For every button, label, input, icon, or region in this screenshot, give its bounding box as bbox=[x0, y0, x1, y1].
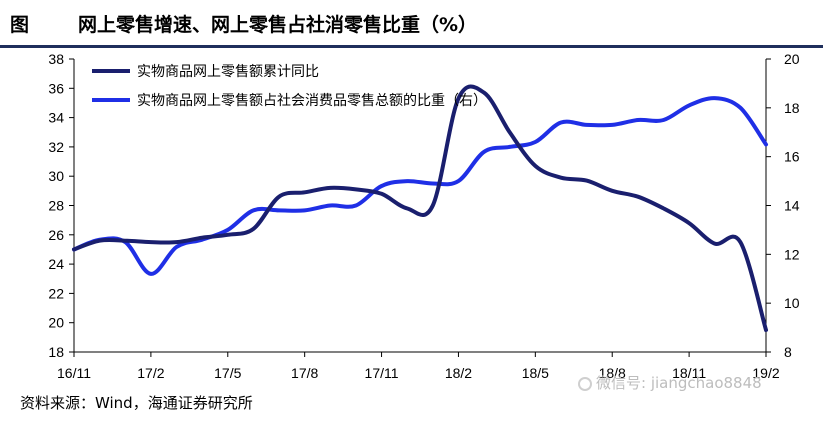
legend-label-2: 实物商品网上零售额占社会消费品零售总额的比重（右） bbox=[137, 93, 487, 109]
growth-series-line bbox=[72, 84, 768, 332]
left-tick-label: 18 bbox=[48, 344, 64, 360]
x-tick-label: 18/5 bbox=[522, 365, 549, 378]
right-tick-label: 18 bbox=[784, 100, 800, 116]
x-tick-label: 16/11 bbox=[57, 365, 91, 378]
x-tick-label: 18/8 bbox=[599, 365, 626, 378]
title-bar: 图 网上零售增速、网上零售占社消零售比重（%） bbox=[0, 0, 823, 48]
share-series-line bbox=[72, 96, 768, 276]
x-tick-label: 17/11 bbox=[365, 365, 399, 378]
watermark: 微信号: jiangchao8848 bbox=[578, 372, 762, 393]
left-tick-label: 30 bbox=[48, 168, 64, 184]
line-chart: 18 20 22 24 26 28 30 32 34 36 38 8 10 12 14 16 18 20 16/11… bbox=[48, 51, 800, 378]
left-tick-label: 20 bbox=[48, 315, 64, 331]
left-tick-label: 24 bbox=[48, 256, 64, 272]
left-tick-label: 36 bbox=[48, 80, 64, 96]
right-tick-label: 20 bbox=[784, 51, 800, 67]
figure-label: 图 bbox=[10, 14, 30, 36]
wechat-icon bbox=[578, 376, 592, 391]
x-tick-label: 18/11 bbox=[672, 365, 706, 378]
chart-title: 网上零售增速、网上零售占社消零售比重（%） bbox=[78, 14, 478, 36]
left-tick-label: 32 bbox=[48, 139, 64, 155]
left-tick-label: 28 bbox=[48, 198, 64, 214]
right-tick-label: 14 bbox=[784, 198, 800, 214]
right-tick-label: 12 bbox=[784, 246, 800, 262]
left-tick-label: 38 bbox=[48, 51, 64, 67]
right-tick-label: 16 bbox=[784, 149, 800, 165]
x-tick-label: 17/8 bbox=[291, 365, 318, 378]
watermark-text: 微信号: jiangchao8848 bbox=[596, 374, 762, 392]
x-tick-label: 17/2 bbox=[137, 365, 164, 378]
left-tick-label: 22 bbox=[48, 285, 64, 301]
right-tick-label: 10 bbox=[784, 295, 800, 311]
x-tick-label: 18/2 bbox=[445, 365, 472, 378]
source-note: 资料来源：Wind，海通证券研究所 bbox=[20, 394, 253, 412]
left-tick-label: 26 bbox=[48, 227, 64, 243]
x-tick-label: 17/5 bbox=[214, 365, 241, 378]
x-tick-label: 19/2 bbox=[752, 365, 779, 378]
legend-label-1: 实物商品网上零售额累计同比 bbox=[137, 64, 319, 80]
right-tick-label: 8 bbox=[784, 344, 792, 360]
left-tick-label: 34 bbox=[48, 110, 64, 126]
